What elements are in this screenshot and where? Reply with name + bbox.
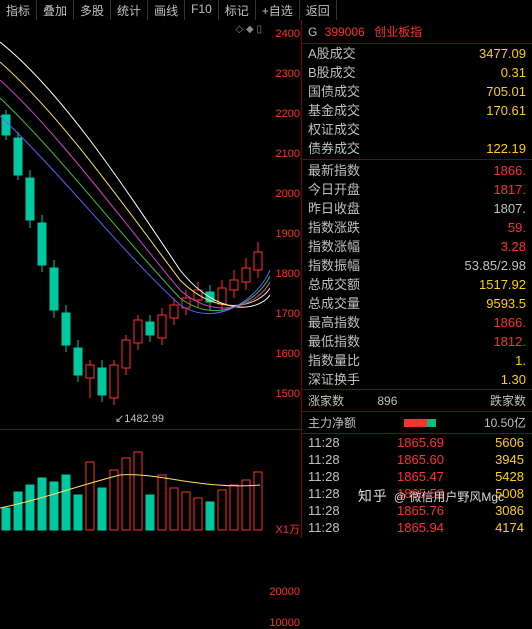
tick-row: 11:281865.475428 xyxy=(302,468,532,485)
tab-返回[interactable]: 返回 xyxy=(300,0,337,20)
low-annotation: ↙1482.99 xyxy=(115,412,164,425)
quote-row: 指数振幅53.85/2.98 xyxy=(302,256,532,275)
volume-unit: X1万 xyxy=(276,521,300,537)
quote-row: 今日开盘1817. xyxy=(302,180,532,199)
quote-row: 深证换手1.30 xyxy=(302,370,532,389)
quote-row: 国债成交705.01 xyxy=(302,82,532,101)
quote-row: 基金成交170.61 xyxy=(302,101,532,120)
tab-画线[interactable]: 画线 xyxy=(148,0,185,20)
quote-row: 最新指数1866. xyxy=(302,161,532,180)
advance-decline: 涨家数 896 跌家数 4 xyxy=(302,389,532,412)
market-tag: G xyxy=(308,25,317,39)
quote-row: 最低指数1812. xyxy=(302,332,532,351)
tab-标记[interactable]: 标记 xyxy=(219,0,256,20)
quote-row: 最高指数1866. xyxy=(302,313,532,332)
watermark: 知乎 @ 微信用户野风Mgc xyxy=(358,486,504,506)
index-header: G 399006 创业板指 xyxy=(302,20,532,44)
candlestick-chart[interactable]: ◇ ◆ ▯ 2400230022002100200019001800170016… xyxy=(0,20,302,430)
tab-统计[interactable]: 统计 xyxy=(111,0,148,20)
quote-row: 昨日收盘1807. xyxy=(302,199,532,218)
flow-bar xyxy=(404,419,436,427)
tick-list: 11:281865.69560611:281865.60394511:28186… xyxy=(302,434,532,536)
quote-row: 总成交额1517.92 xyxy=(302,275,532,294)
volume-chart[interactable]: 2000010000 X1万 xyxy=(0,430,302,538)
quote-row: 指数涨跌59. xyxy=(302,218,532,237)
quote-row: 总成交量9593.5 xyxy=(302,294,532,313)
tab-F10[interactable]: F10 xyxy=(185,0,219,20)
tick-row: 11:281865.944174 xyxy=(302,519,532,536)
chart-panel: ◇ ◆ ▯ 2400230022002100200019001800170016… xyxy=(0,20,302,538)
top-tabs: 指标叠加多股统计画线F10标记+自选返回 xyxy=(0,0,532,20)
index-code: 399006 xyxy=(325,25,365,39)
main-capital-flow: 主力净额 10.50亿 xyxy=(302,412,532,434)
quote-row: B股成交0.31 xyxy=(302,63,532,82)
quote-row: A股成交3477.09 xyxy=(302,44,532,63)
tab-+自选[interactable]: +自选 xyxy=(256,0,300,20)
quote-row: 指数量比1. xyxy=(302,351,532,370)
tab-指标[interactable]: 指标 xyxy=(0,0,37,20)
quote-row: 债券成交122.19 xyxy=(302,139,532,158)
tick-row: 11:281865.695606 xyxy=(302,434,532,451)
tab-多股[interactable]: 多股 xyxy=(74,0,111,20)
quote-row: 权证成交 xyxy=(302,120,532,139)
tick-row: 11:281865.603945 xyxy=(302,451,532,468)
quote-panel: G 399006 创业板指 A股成交3477.09B股成交0.31国债成交705… xyxy=(302,20,532,538)
tab-叠加[interactable]: 叠加 xyxy=(37,0,74,20)
quote-row: 指数涨幅3.28 xyxy=(302,237,532,256)
index-name: 创业板指 xyxy=(374,25,422,39)
